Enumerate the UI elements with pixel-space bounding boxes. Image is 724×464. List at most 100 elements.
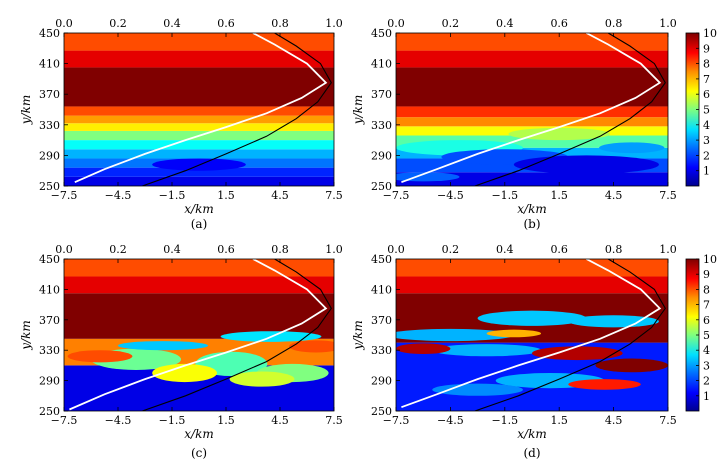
x-tick-label: 4.5 — [605, 189, 623, 202]
x-axis-label: x/km — [184, 427, 213, 441]
band-10 — [396, 33, 668, 51]
x-tick-label: −4.5 — [437, 414, 464, 427]
colorbar-tick-label: 7 — [703, 73, 710, 86]
patch-9 — [432, 383, 523, 396]
y-tick-label: 370 — [39, 88, 60, 101]
colorbar-tick-label: 2 — [703, 149, 710, 162]
y-tick-label: 450 — [371, 253, 392, 266]
colorbar-tick-label: 8 — [703, 58, 710, 71]
top-tick-label: 0.0 — [55, 243, 73, 256]
band-9 — [396, 50, 668, 68]
patch-6 — [118, 341, 208, 351]
x-tick-label: −1.5 — [491, 189, 518, 202]
band-11 — [64, 50, 334, 68]
x-tick-label: 1.5 — [217, 189, 235, 202]
top-tick-label: 0.0 — [387, 243, 405, 256]
band-7 — [64, 123, 334, 131]
white-curve — [74, 33, 328, 184]
y-tick-label: 410 — [39, 283, 60, 296]
x-tick-label: −7.5 — [383, 414, 410, 427]
x-tick-label: −7.5 — [383, 189, 410, 202]
patch-7 — [396, 343, 451, 354]
colorbar-1: 1 2 3 4 5 6 7 8 9 10 — [685, 27, 717, 187]
panel-1: −7.5 −4.5 −1.5 1.5 4.5 7.5 0.0 0.2 0.4 0.6 0.8 1.0 2… — [19, 17, 343, 231]
band-5 — [64, 259, 334, 277]
white-curve — [69, 259, 328, 411]
colorbar-tick-label: 1 — [703, 390, 710, 403]
top-tick-label: 1.0 — [659, 243, 677, 256]
colorbar-tick-label: 8 — [703, 283, 710, 296]
patch-3 — [568, 315, 659, 328]
top-tick-label: 0.4 — [163, 243, 181, 256]
patch-1 — [396, 328, 514, 342]
x-axis-label: x/km — [517, 202, 546, 216]
band-8 — [396, 67, 668, 107]
plot-frame — [395, 258, 669, 412]
panel-4: −7.5 −4.5 −1.5 1.5 4.5 7.5 0.0 0.2 0.4 0.6 0.8 1.0 2… — [351, 243, 677, 460]
colorbar-tick-label: 7 — [703, 299, 710, 312]
top-tick-label: 0.6 — [550, 17, 568, 30]
y-tick-label: 450 — [39, 253, 60, 266]
plot-frame — [63, 32, 335, 187]
y-tick-label: 330 — [371, 344, 392, 357]
x-tick-label: 7.5 — [325, 414, 343, 427]
top-tick-label: 0.8 — [605, 243, 623, 256]
y-axis-label: y/km — [19, 95, 33, 125]
patch-6 — [599, 142, 665, 154]
top-tick-label: 1.0 — [659, 17, 677, 30]
x-tick-label: 1.5 — [550, 414, 568, 427]
plot-frame — [395, 32, 669, 187]
top-tick-label: 1.0 — [325, 243, 343, 256]
top-tick-label: 0.0 — [55, 17, 73, 30]
patch-4 — [513, 155, 659, 174]
y-axis-label: y/km — [351, 95, 365, 125]
patch-2 — [477, 310, 587, 326]
top-tick-label: 1.0 — [325, 17, 343, 30]
patch-10 — [163, 386, 253, 405]
x-tick-label: −4.5 — [437, 189, 464, 202]
patch-11 — [486, 329, 542, 338]
band-6 — [396, 117, 668, 127]
band-1 — [396, 172, 668, 186]
colorbar-tick-label: 10 — [703, 253, 717, 266]
colorbar-tick-label: 3 — [703, 134, 710, 147]
black-curve — [142, 259, 332, 411]
y-tick-label: 330 — [39, 119, 60, 132]
y-tick-label: 250 — [371, 405, 392, 418]
colorbar-tick-label: 2 — [703, 375, 710, 388]
y-tick-label: 330 — [371, 119, 392, 132]
panel-caption: (a) — [191, 217, 208, 231]
top-tick-label: 0.2 — [442, 17, 460, 30]
patch-2 — [508, 127, 610, 141]
x-axis-label: x/km — [184, 202, 213, 216]
x-tick-label: 7.5 — [659, 414, 677, 427]
top-tick-label: 0.8 — [271, 243, 289, 256]
panel-caption: (c) — [191, 446, 207, 460]
top-tick-label: 0.6 — [217, 243, 235, 256]
y-tick-label: 410 — [371, 58, 392, 71]
colorbar-tick-label: 9 — [703, 42, 710, 55]
patch-5 — [229, 371, 295, 387]
band-4 — [396, 259, 668, 277]
y-tick-label: 370 — [371, 88, 392, 101]
band-3 — [64, 293, 334, 339]
x-tick-label: −1.5 — [159, 189, 186, 202]
x-tick-label: −1.5 — [159, 414, 186, 427]
y-tick-label: 410 — [371, 283, 392, 296]
top-tick-label: 0.6 — [217, 17, 235, 30]
y-axis-label: y/km — [351, 320, 365, 350]
colorbar-tick-label: 9 — [703, 268, 710, 281]
plot-area — [396, 259, 668, 411]
top-tick-label: 0.2 — [109, 17, 127, 30]
white-curve — [401, 33, 662, 184]
black-curve — [474, 259, 666, 411]
band-7 — [396, 106, 668, 118]
top-tick-label: 0.2 — [442, 243, 460, 256]
y-tick-label: 290 — [39, 375, 60, 388]
y-tick-label: 370 — [371, 314, 392, 327]
y-tick-label: 370 — [39, 314, 60, 327]
x-axis-label: x/km — [517, 427, 546, 441]
patch-6 — [595, 358, 668, 373]
band-12 — [64, 33, 334, 51]
